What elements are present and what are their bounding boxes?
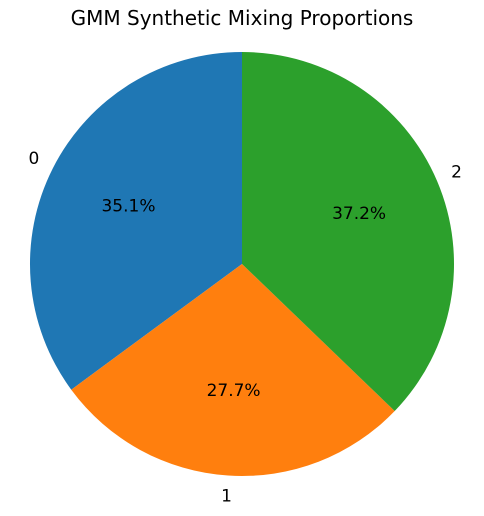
percent-label-2: 37.2% [332,204,386,224]
slice-label-1: 1 [221,487,232,507]
slice-label-0: 0 [28,149,39,169]
pie-labels: 0 35.1% 1 27.7% 2 37.2% [28,149,462,507]
slice-label-2: 2 [451,163,462,183]
pie-slice-0 [29,52,243,390]
chart-title: GMM Synthetic Mixing Proportions [71,6,414,30]
percent-label-0: 35.1% [101,197,155,217]
pie-slices [29,52,455,477]
percent-label-1: 27.7% [207,381,261,401]
pie-slice-1 [71,264,395,477]
pie-slice-2 [242,52,455,412]
